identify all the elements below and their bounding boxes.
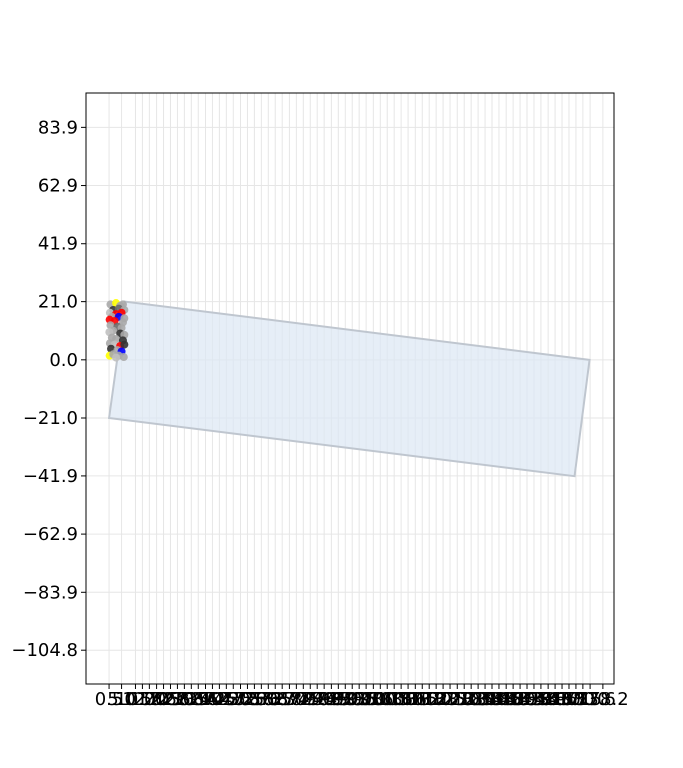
x-tick-label: 125.8: [432, 689, 484, 710]
y-tick-label: −104.8: [11, 640, 78, 661]
x-tick-label: 15.0: [129, 689, 169, 710]
x-tick-label: 178.2: [577, 689, 629, 710]
x-tick-label: 22.6: [150, 689, 190, 710]
y-tick-label: −21.0: [23, 408, 78, 429]
x-tick-label: 138.3: [466, 689, 518, 710]
x-tick-label: 168.5: [550, 689, 602, 710]
x-tick-label: 20.1: [143, 689, 183, 710]
region-layer: [107, 300, 591, 478]
x-tick-label: 163.5: [536, 689, 588, 710]
x-tick-label: 5.0: [107, 689, 136, 710]
y-axis-ticks: 83.9 62.9 41.9 21.0 0.0 −21.0 −41.9 −62.9 −83.9 −…: [11, 117, 86, 661]
x-tick-label: 93.0: [346, 689, 386, 710]
x-tick-label: 148.4: [494, 689, 546, 710]
x-tick-label: 140.8: [473, 689, 525, 710]
x-tick-label: 42.7: [206, 689, 246, 710]
x-tick-label: 145.9: [487, 689, 539, 710]
x-tick-label: 80.5: [311, 689, 351, 710]
x-tick-label: 55.3: [241, 689, 281, 710]
x-tick-label: 72.9: [290, 689, 330, 710]
x-tick-label: 37.7: [192, 689, 232, 710]
x-tick-label: 85.5: [325, 689, 365, 710]
y-tick-label: 0.0: [49, 350, 78, 371]
x-tick-label: 70.4: [283, 689, 323, 710]
x-tick-label: 10.0: [115, 689, 155, 710]
x-tick-label: 52.8: [234, 689, 274, 710]
x-tick-label: 0.5: [95, 689, 124, 710]
x-tick-label: 173.6: [564, 689, 616, 710]
shaded-region: [107, 300, 591, 478]
x-tick-label: 155.9: [515, 689, 567, 710]
x-tick-label: 75.4: [297, 689, 337, 710]
x-tick-label: 62.8: [262, 689, 302, 710]
x-tick-label: 57.8: [248, 689, 288, 710]
x-tick-label: 115.7: [403, 689, 455, 710]
x-tick-label: 27.6: [164, 689, 204, 710]
x-tick-label: 150.9: [501, 689, 553, 710]
x-tick-label: 130.8: [445, 689, 497, 710]
x-tick-label: 40.2: [199, 689, 239, 710]
x-tick-label: 118.2: [410, 689, 462, 710]
scatter-point: [112, 353, 121, 362]
x-tick-label: 30.1: [171, 689, 211, 710]
x-tick-label: 110.7: [390, 689, 442, 710]
y-tick-label: 83.9: [38, 117, 78, 138]
x-tick-label: 67.9: [276, 689, 316, 710]
x-axis-ticks: 0.55.010.012.515.017.620.122.625.127.630…: [95, 684, 629, 710]
x-tick-label: 35.2: [185, 689, 225, 710]
x-tick-label: 113.2: [396, 689, 448, 710]
x-tick-label: 153.4: [508, 689, 560, 710]
x-tick-label: 95.6: [353, 689, 393, 710]
x-tick-label: 98.1: [360, 689, 400, 710]
x-tick-label: 135.8: [459, 689, 511, 710]
y-tick-label: −83.9: [23, 582, 78, 603]
scatter-point: [119, 353, 128, 362]
x-tick-label: 12.5: [122, 689, 162, 710]
x-tick-label: 166.0: [543, 689, 595, 710]
x-tick-label: 17.6: [137, 689, 177, 710]
x-tick-label: 60.3: [255, 689, 295, 710]
y-tick-label: 21.0: [38, 292, 78, 313]
y-tick-label: −62.9: [23, 524, 78, 545]
x-tick-label: 103.1: [368, 689, 420, 710]
x-tick-label: 161.0: [529, 689, 581, 710]
x-tick-label: 50.3: [227, 689, 267, 710]
x-tick-label: 128.3: [438, 689, 490, 710]
y-tick-label: 41.9: [38, 234, 78, 255]
x-tick-label: 65.4: [269, 689, 309, 710]
x-tick-label: 123.2: [424, 689, 476, 710]
x-tick-label: 143.4: [480, 689, 532, 710]
x-tick-label: 45.2: [213, 689, 253, 710]
scatter-point: [120, 340, 129, 349]
x-tick-label: 77.9: [304, 689, 344, 710]
x-tick-label: 47.8: [220, 689, 260, 710]
x-tick-label: 133.3: [452, 689, 504, 710]
x-tick-label: 83.0: [318, 689, 358, 710]
x-tick-label: 171.0: [557, 689, 609, 710]
scatter-points: [105, 299, 129, 362]
x-tick-label: 88.0: [332, 689, 372, 710]
x-tick-label: 100.6: [361, 689, 413, 710]
x-tick-label: 90.5: [339, 689, 379, 710]
y-tick-label: 62.9: [38, 176, 78, 197]
x-tick-label: 25.1: [157, 689, 197, 710]
y-tick-label: −41.9: [23, 466, 78, 487]
plot-area-frame: [85, 92, 615, 685]
x-tick-label: 105.6: [375, 689, 427, 710]
x-tick-label: 32.6: [178, 689, 218, 710]
x-tick-label: 108.1: [382, 689, 434, 710]
x-tick-label: 158.5: [522, 689, 574, 710]
x-tick-label: 120.7: [417, 689, 469, 710]
